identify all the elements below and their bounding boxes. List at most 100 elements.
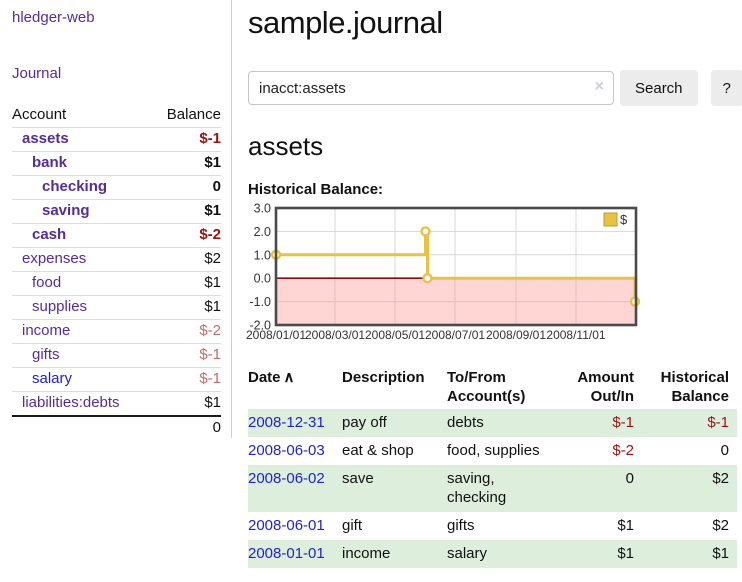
- account-balance: $-1: [199, 370, 221, 387]
- svg-text:-1.0: -1.0: [249, 295, 271, 309]
- txn-description: save: [342, 465, 447, 512]
- balance-header: Balance: [166, 106, 221, 123]
- svg-text:$: $: [620, 212, 628, 227]
- txn-accounts: salary: [447, 540, 557, 568]
- txn-amount: $1: [617, 517, 634, 534]
- account-balance: $1: [204, 154, 221, 171]
- search-box: ×: [248, 71, 614, 105]
- account-link-cash[interactable]: cash: [32, 226, 67, 243]
- account-row: gifts $-1: [12, 343, 221, 368]
- brand-link[interactable]: hledger-web: [12, 9, 95, 26]
- txn-amount: $-2: [612, 442, 634, 459]
- svg-text:2008/01/01: 2008/01/01: [246, 328, 306, 342]
- account-link-food[interactable]: food: [32, 274, 62, 291]
- accounts-header: Account: [12, 106, 67, 123]
- account-row: checking 0: [12, 175, 221, 200]
- account-link-bank[interactable]: bank: [32, 154, 68, 171]
- account-balance: $-1: [199, 346, 221, 363]
- account-link-income[interactable]: income: [22, 322, 71, 339]
- svg-text:1.0: 1.0: [254, 248, 271, 262]
- txn-description: pay off: [342, 409, 447, 437]
- journal-link[interactable]: Journal: [12, 65, 62, 82]
- transaction-row: 2008-06-01 gift gifts $1 $2: [248, 512, 737, 540]
- svg-text:-2.0: -2.0: [249, 319, 271, 333]
- accounts-total: 0: [212, 419, 221, 436]
- account-balance: $1: [204, 394, 221, 411]
- account-link-assets[interactable]: assets: [22, 130, 69, 147]
- account-link-saving[interactable]: saving: [42, 202, 90, 219]
- clear-search-icon[interactable]: ×: [594, 78, 604, 95]
- account-balance: 0: [212, 178, 221, 195]
- txn-date: 2008-01-01: [248, 540, 342, 568]
- txn-balance: $-1: [642, 409, 737, 437]
- chart-title: Historical Balance:: [248, 181, 384, 198]
- amount-column-header[interactable]: Amount Out/In: [577, 369, 634, 405]
- txn-balance: $2: [712, 517, 729, 534]
- svg-text:2.0: 2.0: [254, 225, 271, 239]
- main-panel: sample.journal × Search ? assets Histori…: [232, 0, 742, 568]
- svg-text:2008/07/01: 2008/07/01: [425, 328, 485, 342]
- txn-date-link[interactable]: 2008-06-01: [248, 517, 325, 534]
- account-balance: $-2: [199, 226, 221, 243]
- account-row: income $-2: [12, 319, 221, 344]
- txn-accounts: debts: [447, 409, 557, 437]
- sidebar: hledger-web Journal Account Balance asse…: [0, 0, 232, 438]
- transactions-table: Date ∧ Description To/From Account(s) Amo…: [248, 366, 737, 568]
- svg-text:0.0: 0.0: [254, 272, 271, 286]
- account-row: supplies $1: [12, 295, 221, 320]
- txn-description: eat & shop: [342, 442, 414, 459]
- account-balance: $1: [204, 202, 221, 219]
- txn-date-link[interactable]: 2008-06-03: [248, 442, 325, 459]
- transaction-row: 2008-01-01 income salary $1 $1: [248, 540, 737, 568]
- account-heading: assets: [248, 131, 324, 161]
- account-row: liabilities:debts $1: [12, 391, 221, 417]
- svg-text:3.0: 3.0: [254, 202, 271, 216]
- svg-text:2008/11/01: 2008/11/01: [546, 328, 605, 342]
- description-column-header[interactable]: Description: [342, 369, 425, 386]
- help-button[interactable]: ?: [710, 70, 742, 106]
- txn-date: 2008-12-31: [248, 409, 342, 437]
- search-input[interactable]: [248, 71, 614, 105]
- account-balance: $2: [204, 250, 221, 267]
- account-link-supplies[interactable]: supplies: [32, 298, 88, 315]
- account-link-gifts[interactable]: gifts: [32, 346, 60, 363]
- txn-accounts: saving, checking: [447, 465, 557, 512]
- search-button[interactable]: Search: [620, 70, 698, 106]
- historical-balance-chart: $3.0 2.0 1.0 0.0 -1.0 -2.02008/01/012008/03/0…: [246, 202, 641, 342]
- txn-description: income: [342, 540, 447, 568]
- account-row: food $1: [12, 271, 221, 296]
- svg-text:2008/03/01: 2008/03/01: [305, 328, 365, 342]
- txn-date-link[interactable]: 2008-06-02: [248, 470, 325, 487]
- txn-amount: $-1: [557, 409, 642, 437]
- account-balance: $1: [204, 298, 221, 315]
- txn-description: gift: [342, 517, 363, 534]
- account-link-liabilities-debts[interactable]: liabilities:debts: [22, 394, 120, 411]
- date-column-header[interactable]: Date ∧: [248, 369, 295, 386]
- account-row: saving $1: [12, 199, 221, 224]
- balance-column-header[interactable]: Historical Balance: [660, 369, 729, 405]
- page-title: sample.journal: [248, 5, 443, 40]
- accounts-column-header[interactable]: To/From Account(s): [447, 369, 526, 405]
- txn-date: 2008-06-02: [248, 465, 342, 512]
- txn-date-link[interactable]: 2008-12-31: [248, 414, 325, 431]
- txn-amount: $1: [557, 540, 642, 568]
- svg-text:2008/09/01: 2008/09/01: [486, 328, 546, 342]
- account-balance: $1: [204, 274, 221, 291]
- page: hledger-web Journal Account Balance asse…: [0, 0, 742, 568]
- txn-date: 2008-06-01: [248, 512, 342, 540]
- account-balance: $-2: [199, 322, 221, 339]
- txn-date: 2008-06-03: [248, 437, 342, 465]
- accounts-table: Account Balance assets $-1 bank $1 checking 0…: [12, 103, 221, 440]
- search-row: × Search ?: [248, 70, 742, 106]
- transaction-row: 2008-12-31 pay off debts $-1 $-1: [248, 409, 737, 437]
- account-link-salary[interactable]: salary: [32, 370, 73, 387]
- account-row: assets $-1: [12, 127, 221, 152]
- txn-balance: 0: [720, 442, 729, 459]
- transaction-row: 2008-06-03 eat & shop food, supplies $-2 0: [248, 437, 737, 465]
- account-link-checking[interactable]: checking: [42, 178, 108, 195]
- account-row: bank $1: [12, 151, 221, 176]
- txn-date-link[interactable]: 2008-01-01: [248, 545, 325, 562]
- txn-amount: 0: [557, 465, 642, 512]
- account-link-expenses[interactable]: expenses: [22, 250, 87, 267]
- account-row: cash $-2: [12, 223, 221, 248]
